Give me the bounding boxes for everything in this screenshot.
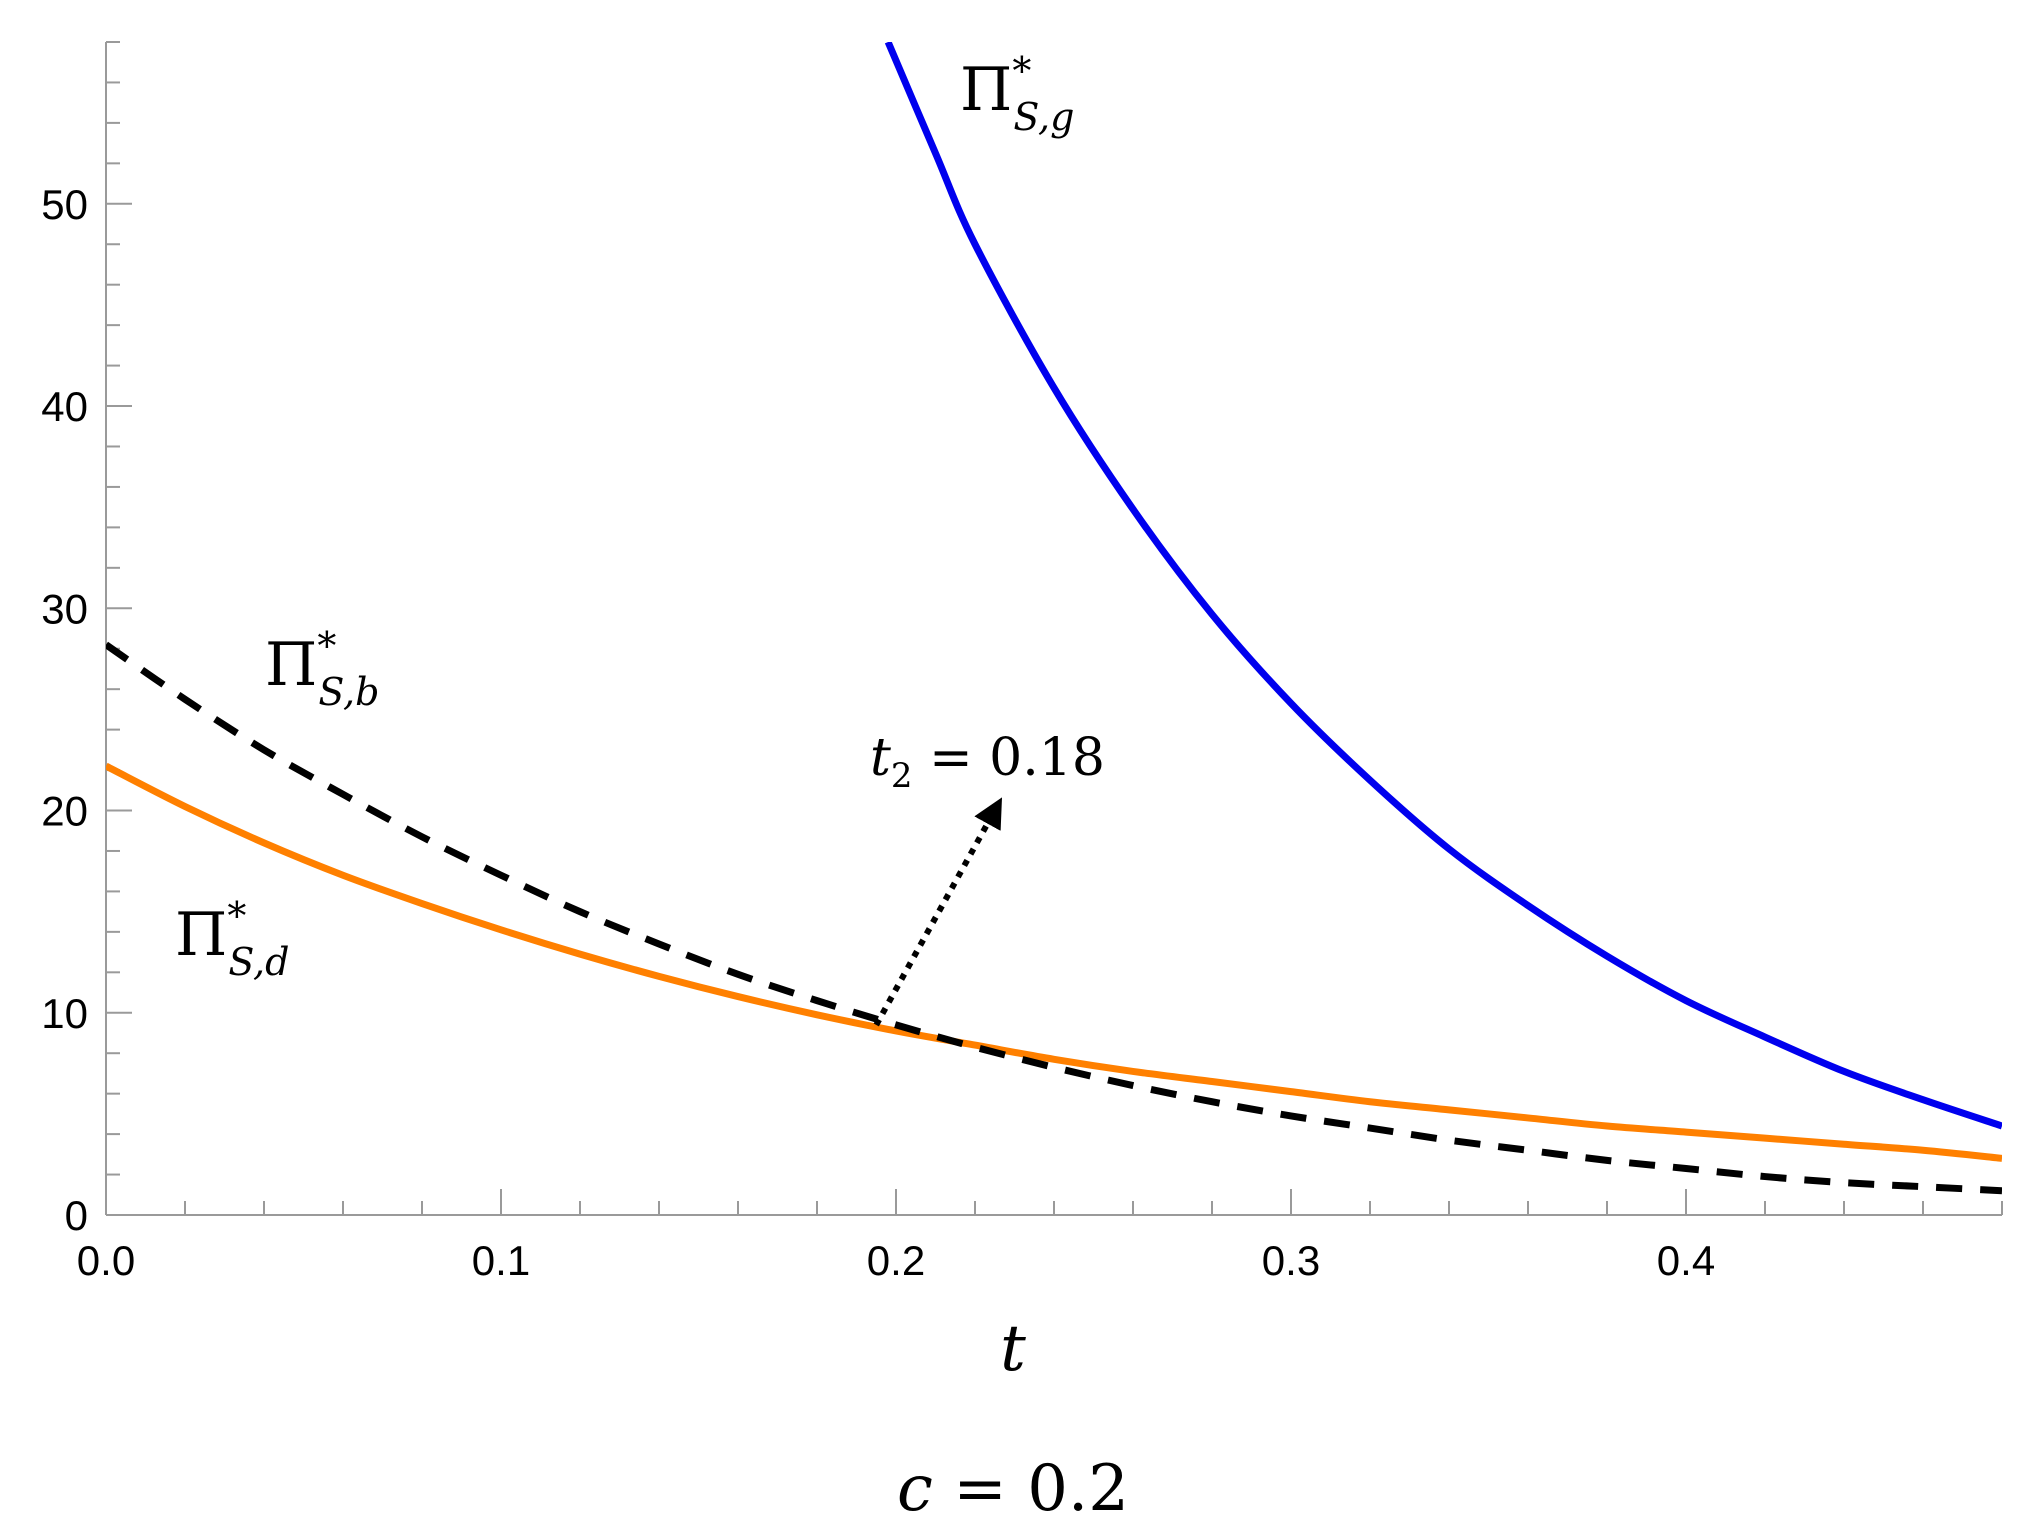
x-tick-label: 0.0 <box>77 1237 135 1284</box>
y-tick-label: 0 <box>65 1192 88 1239</box>
series-line-g <box>884 42 2002 1130</box>
x-tick-label: 0.4 <box>1657 1237 1715 1284</box>
x-axis-label: t <box>1000 1312 1026 1386</box>
series-label-g: Π* S,g <box>960 49 1074 139</box>
t2-annotation-arrow <box>873 797 1003 1027</box>
chart-caption: c = 0.2 <box>897 1452 1129 1526</box>
x-tick-label: 0.1 <box>472 1237 530 1284</box>
t2-annotation-label: t2 = 0.18 <box>870 728 1105 796</box>
y-tick-label: 50 <box>41 181 88 228</box>
y-tick-label: 10 <box>41 990 88 1037</box>
series-layer <box>106 42 2002 1195</box>
x-tick-label: 0.2 <box>867 1237 925 1284</box>
x-tick-label: 0.3 <box>1262 1237 1320 1284</box>
x-tick-labels: 0.0 0.1 0.2 0.3 0.4 <box>77 1237 1715 1284</box>
series-label-b: Π* S,b <box>265 624 379 714</box>
series-label-d: Π* S,d <box>175 894 289 984</box>
series-line-d <box>106 762 2002 1162</box>
y-tick-label: 30 <box>41 585 88 632</box>
y-tick-labels: 0 10 20 30 40 50 <box>41 181 88 1239</box>
axis-ticks <box>105 41 2003 1216</box>
series-line-b <box>106 641 2002 1195</box>
y-tick-label: 20 <box>41 788 88 835</box>
y-tick-label: 40 <box>41 383 88 430</box>
